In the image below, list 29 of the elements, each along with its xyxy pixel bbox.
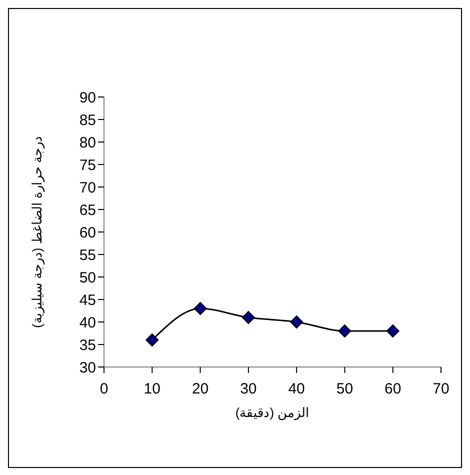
point	[386, 324, 400, 338]
point	[194, 302, 207, 315]
y-tick-label: 30	[79, 359, 96, 376]
point	[290, 316, 304, 328]
y-tick-label: 45	[79, 292, 96, 309]
point	[242, 311, 255, 324]
point	[338, 324, 352, 338]
x-tick-label: 60	[384, 380, 402, 398]
y-tick-label: 80	[79, 134, 96, 152]
x-tick-label: 10	[144, 380, 160, 398]
x-tick-label: 30	[240, 380, 257, 398]
y-tick-label: 65	[79, 202, 96, 219]
x-tick-label: 20	[192, 380, 209, 398]
y-tick-label: 70	[79, 179, 96, 196]
x-tick-label: 70	[432, 380, 450, 398]
x-axis-title: الزمن (دقيقة)	[235, 405, 310, 421]
y-axis-title: درجة حرارة الضاغط (درجة سيليزية)	[30, 136, 46, 328]
x-tick-label: 40	[288, 380, 305, 398]
x-tick-label: 0	[100, 380, 108, 398]
y-tick-label: 55	[79, 246, 96, 264]
y-tick-label: 85	[79, 112, 96, 129]
point	[146, 334, 159, 346]
y-tick-label: 90	[79, 89, 96, 106]
y-tick-label: 50	[79, 269, 96, 286]
y-tick-label: 35	[79, 336, 96, 354]
y-tick-label: 40	[79, 314, 96, 332]
y-tick-label: 75	[79, 156, 96, 174]
y-tick-label: 60	[79, 224, 96, 242]
x-tick-label: 50	[336, 380, 354, 398]
